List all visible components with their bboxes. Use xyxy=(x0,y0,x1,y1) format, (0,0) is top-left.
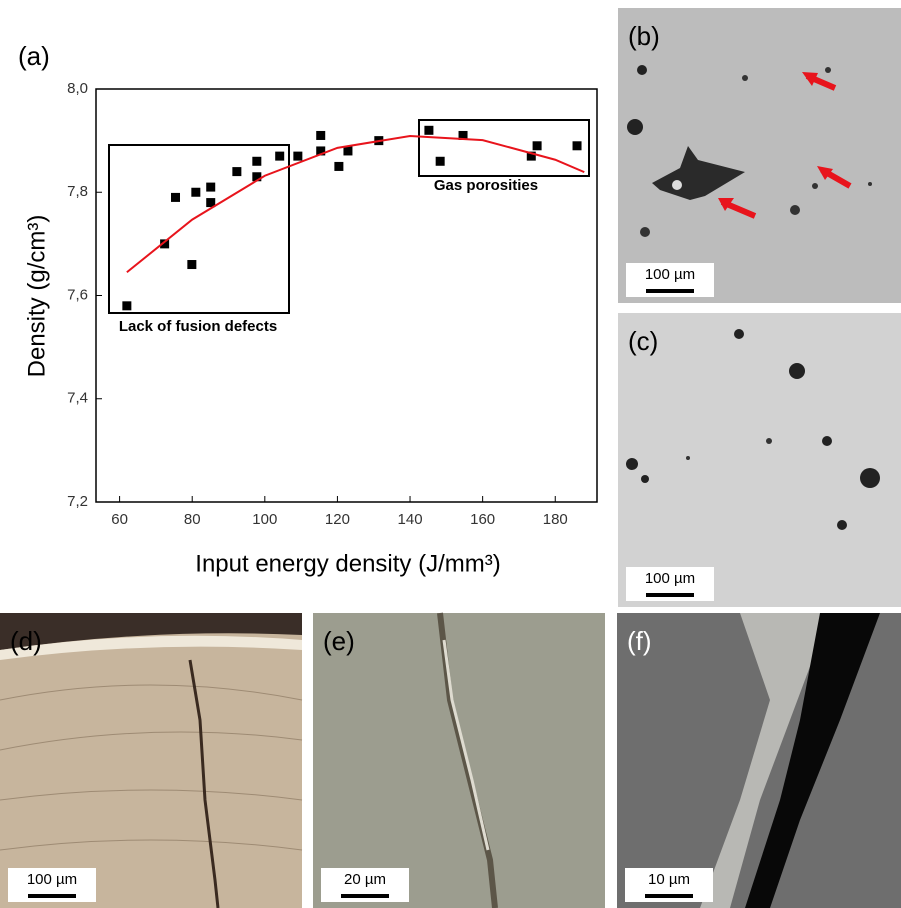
x-tick-label: 100 xyxy=(252,511,277,528)
figure: (a) Input energy density (J/mm³) Density… xyxy=(0,0,901,908)
x-tick-label: 120 xyxy=(325,511,350,528)
data-point xyxy=(573,141,582,150)
panel-b xyxy=(618,8,901,303)
fit-line xyxy=(127,136,584,272)
x-axis-label: Input energy density (J/mm³) xyxy=(195,550,500,577)
annotation-box xyxy=(109,145,289,313)
scale-bar-label: 100 µm xyxy=(645,266,695,283)
data-point xyxy=(293,152,302,161)
scale-bar-label: 20 µm xyxy=(344,871,386,888)
y-tick-label: 8,0 xyxy=(67,80,88,97)
panel-label: (e) xyxy=(323,626,355,656)
data-point xyxy=(533,141,542,150)
scale-bar-label: 10 µm xyxy=(648,871,690,888)
data-point xyxy=(436,157,445,166)
data-point xyxy=(232,167,241,176)
scale-bar-label: 100 µm xyxy=(27,871,77,888)
annotation: Gas porosities xyxy=(434,177,538,194)
panel-label: (d) xyxy=(10,626,42,656)
panel-c xyxy=(618,313,901,607)
scale-bar-label: 100 µm xyxy=(645,570,695,587)
x-tick-label: 180 xyxy=(543,511,568,528)
y-tick-label: 7,4 xyxy=(67,390,88,407)
x-tick-label: 60 xyxy=(111,511,128,528)
x-tick-label: 80 xyxy=(184,511,201,528)
annotation-box xyxy=(419,120,589,176)
panel-f xyxy=(617,613,901,908)
data-point xyxy=(343,146,352,155)
y-tick-label: 7,8 xyxy=(67,183,88,200)
data-point xyxy=(334,162,343,171)
data-point xyxy=(187,260,196,269)
data-point xyxy=(424,126,433,135)
y-axis-label: Density (g/cm³) xyxy=(23,215,50,378)
data-point xyxy=(171,193,180,202)
data-point xyxy=(206,183,215,192)
y-tick-label: 7,2 xyxy=(67,493,88,510)
panel-label: (a) xyxy=(18,41,50,71)
data-point xyxy=(316,131,325,140)
data-point xyxy=(252,157,261,166)
data-point xyxy=(122,301,131,310)
panel-d xyxy=(0,613,302,908)
panel-label: (c) xyxy=(628,326,658,356)
panel-e xyxy=(313,613,605,908)
x-tick-label: 160 xyxy=(470,511,495,528)
panel-label: (f) xyxy=(627,626,652,656)
x-tick-label: 140 xyxy=(398,511,423,528)
annotation: Lack of fusion defects xyxy=(119,318,277,335)
data-point xyxy=(191,188,200,197)
y-tick-label: 7,6 xyxy=(67,286,88,303)
data-point xyxy=(275,152,284,161)
panel-label: (b) xyxy=(628,21,660,51)
